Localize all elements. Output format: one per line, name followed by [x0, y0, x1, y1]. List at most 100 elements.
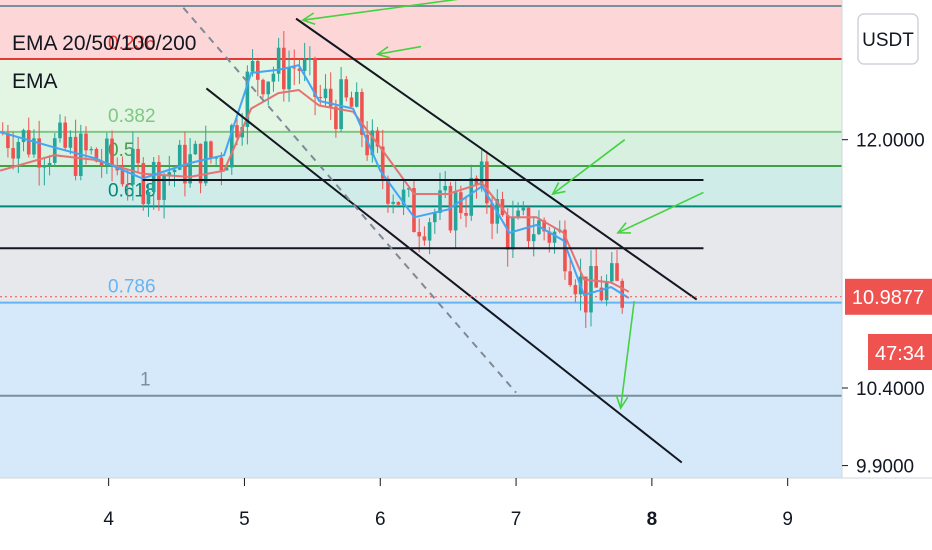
bar-countdown: 47:34	[875, 343, 925, 365]
candle-body	[459, 192, 463, 213]
candle-body	[500, 199, 505, 216]
arrow-head	[301, 12, 316, 25]
candle-body	[370, 130, 375, 156]
candle-body	[542, 220, 546, 232]
indicator-ema-multi[interactable]: EMA 20/50/100/200	[12, 32, 196, 55]
candle-body	[531, 234, 536, 242]
candle-body	[287, 67, 291, 90]
time-tick-label: 7	[511, 509, 522, 530]
time-tick-label: 6	[375, 509, 386, 530]
candle-body	[604, 281, 609, 301]
candle-body	[63, 122, 67, 148]
arrow-head	[375, 46, 391, 59]
candle-body	[52, 138, 57, 163]
candle-body	[511, 217, 515, 250]
candle-body	[610, 263, 614, 282]
candle-body	[47, 162, 52, 166]
channel-line	[295, 17, 698, 301]
candle-body	[37, 138, 41, 168]
ema-fast-line	[0, 64, 630, 299]
candle-body	[552, 231, 557, 243]
fib-zones	[0, 0, 842, 478]
candle-body	[188, 154, 192, 184]
fib-zone	[0, 58, 842, 132]
arrow-shaft	[377, 45, 422, 56]
candle-body	[386, 178, 390, 204]
candle-body	[120, 170, 125, 185]
candle-body	[193, 143, 198, 155]
candle-body	[125, 184, 130, 186]
fib-zone	[0, 395, 842, 478]
fib-zone	[0, 302, 842, 396]
candle-body	[292, 67, 297, 69]
arrow-shaft	[552, 139, 626, 195]
candle-body	[375, 130, 380, 147]
arrow-shaft	[617, 191, 704, 234]
candle-body	[219, 157, 224, 171]
candle-body	[224, 167, 229, 171]
candle-body	[21, 130, 26, 142]
candle-body	[256, 61, 260, 80]
candle-body	[547, 231, 552, 243]
candle-body	[313, 58, 317, 97]
candle-body	[245, 71, 250, 128]
candle-body	[443, 185, 448, 191]
time-axis-bg	[0, 478, 932, 550]
candle-body	[380, 146, 385, 179]
time-tick-label: 8	[647, 509, 658, 530]
candle-body	[438, 190, 442, 213]
candle-body	[26, 130, 31, 155]
current-price-tag: 10.9877 47:34	[845, 278, 932, 370]
candle-body	[594, 265, 598, 288]
candle-body	[302, 59, 307, 71]
candle-body	[151, 161, 156, 193]
candle-body	[464, 212, 468, 216]
candle-body	[271, 73, 276, 82]
candle-body	[328, 88, 333, 107]
candle-body	[391, 201, 395, 204]
channel-lines	[182, 7, 698, 464]
candle-body	[479, 161, 484, 186]
candle-body	[261, 79, 265, 95]
candle-body	[433, 212, 437, 223]
currency-button[interactable]: USDT	[857, 13, 919, 65]
ema-slow-line	[0, 88, 630, 293]
candle-body	[198, 143, 203, 184]
candle-body	[453, 192, 458, 231]
candle-body	[110, 138, 114, 166]
candle-body	[318, 96, 323, 99]
fib-zone	[0, 131, 842, 167]
candle-body	[563, 229, 567, 272]
time-tick-label: 5	[239, 509, 250, 530]
fib-label-1: 1	[140, 370, 151, 391]
indicator-ema[interactable]: EMA	[12, 70, 58, 93]
channel-line	[182, 7, 517, 394]
candle-body	[599, 287, 604, 301]
price-axis-bg	[842, 0, 932, 478]
candle-body	[250, 61, 255, 72]
arrow-head	[551, 182, 566, 196]
candle-body	[167, 172, 172, 175]
candle-body	[214, 157, 218, 159]
fib-label-0.382: 0.382	[108, 106, 156, 127]
candle-body	[568, 271, 572, 286]
candle-body	[94, 148, 99, 162]
candles	[0, 30, 625, 329]
candle-body	[99, 161, 104, 166]
candle-body	[162, 174, 166, 200]
candle-body	[469, 177, 474, 216]
arrow-shaft	[619, 300, 636, 409]
candle-body	[141, 163, 146, 205]
candle-body	[89, 148, 94, 151]
arrow-head	[615, 395, 629, 410]
candle-body	[308, 58, 312, 60]
candle-body	[229, 125, 234, 168]
candle-body	[240, 127, 244, 138]
candle-body	[427, 222, 432, 241]
candle-body	[516, 210, 520, 218]
candle-body	[32, 138, 36, 155]
candle-body	[68, 136, 73, 148]
candle-body	[365, 134, 369, 156]
price-axis-ticks: 12.0000 10.4000 9.9000	[842, 131, 925, 478]
